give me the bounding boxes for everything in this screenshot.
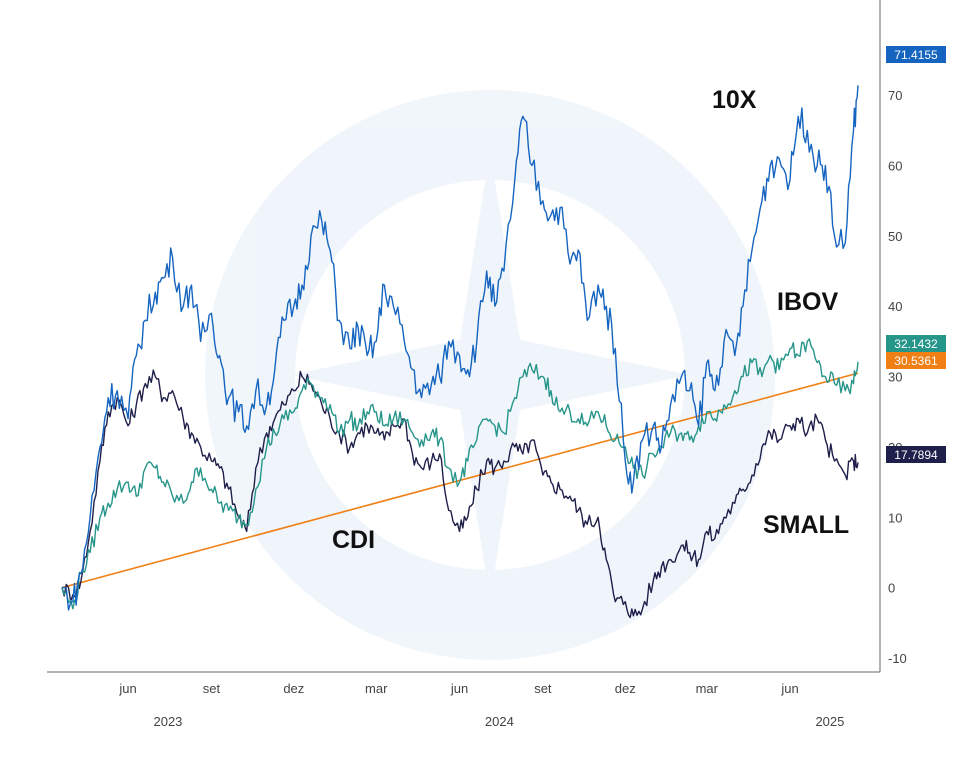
badge-cdi-value: 30.5361 <box>894 354 938 368</box>
year-tick-label: 2025 <box>815 714 844 729</box>
x-tick-label: jun <box>118 681 136 696</box>
badge-small-value: 17.7894 <box>894 448 938 462</box>
year-axis-ticks: 2023 2024 2025 <box>153 714 844 729</box>
badge-cdi: 30.5361 <box>886 352 946 369</box>
y-axis-ticks: -10010203040506070 <box>888 88 907 666</box>
x-tick-label: jun <box>780 681 798 696</box>
x-tick-label: dez <box>283 681 304 696</box>
y-tick-label: 30 <box>888 370 902 385</box>
label-cdi: CDI <box>332 526 375 554</box>
badge-ibov: 32.1432 <box>886 335 946 352</box>
watermark-logo-icon <box>205 90 775 660</box>
year-tick-label: 2023 <box>153 714 182 729</box>
year-tick-label: 2024 <box>485 714 514 729</box>
series-line-10x <box>61 85 859 611</box>
label-ibov: IBOV <box>777 288 838 316</box>
y-tick-label: 70 <box>888 88 902 103</box>
badge-10x: 71.4155 <box>886 46 946 63</box>
x-tick-label: set <box>534 681 552 696</box>
label-10x: 10X <box>712 86 757 114</box>
y-tick-label: -10 <box>888 651 907 666</box>
x-tick-label: mar <box>365 681 388 696</box>
series-lines <box>61 85 859 619</box>
x-tick-label: set <box>203 681 221 696</box>
series-line-ibov <box>61 338 859 610</box>
series-line-small <box>61 369 859 619</box>
x-tick-label: jun <box>450 681 468 696</box>
y-tick-label: 50 <box>888 229 902 244</box>
x-tick-label: mar <box>696 681 719 696</box>
x-axis-ticks: jun set dez mar jun set dez mar jun <box>118 681 798 696</box>
y-tick-label: 10 <box>888 510 902 525</box>
badge-10x-value: 71.4155 <box>894 48 938 62</box>
y-tick-label: 60 <box>888 159 902 174</box>
x-tick-label: dez <box>615 681 636 696</box>
label-small: SMALL <box>763 511 849 539</box>
y-tick-label: 40 <box>888 299 902 314</box>
badge-ibov-value: 32.1432 <box>894 337 938 351</box>
badge-small: 17.7894 <box>886 446 946 463</box>
y-tick-label: 0 <box>888 581 895 596</box>
